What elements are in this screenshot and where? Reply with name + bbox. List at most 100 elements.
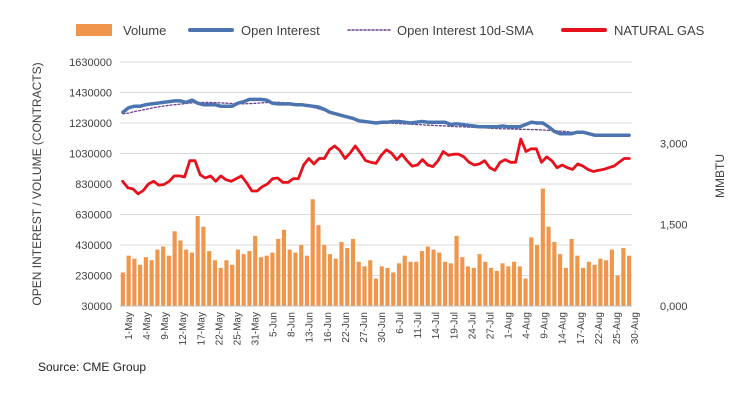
x-tick-label: 17-May [196, 312, 207, 345]
x-tick-label: 5-Jun [269, 312, 280, 337]
x-tick-label: 16-Jun [323, 312, 334, 343]
volume-bar [212, 260, 217, 306]
volume-bar [322, 245, 327, 306]
volume-bar [621, 248, 626, 306]
volume-bar [362, 266, 367, 306]
volume-bar [402, 255, 407, 306]
volume-bar [172, 231, 177, 306]
volume-bar [552, 241, 557, 306]
volume-bar [126, 255, 131, 306]
volume-bar [488, 267, 494, 306]
volume-bar [276, 238, 281, 306]
volume-bar [523, 278, 528, 306]
volume-bar [598, 258, 603, 306]
volume-bar [477, 254, 482, 306]
volume-bar [339, 241, 344, 306]
volume-bar [350, 238, 356, 306]
x-tick-label: 13-Jun [305, 312, 316, 343]
volume-bar [558, 254, 563, 306]
volume-bar [575, 255, 580, 306]
x-tick-label: 30-Aug [630, 312, 641, 344]
x-tick-label: 9-Aug [540, 312, 551, 339]
x-tick-label: 1-May [124, 312, 135, 340]
legend-label: Volume [123, 23, 166, 38]
volume-bar [627, 255, 632, 306]
volume-bar [460, 257, 465, 306]
volume-bar [506, 266, 511, 306]
x-tick-label: 30-Jun [377, 312, 388, 343]
volume-bar [546, 226, 551, 306]
legend-label: Open Interest [241, 23, 320, 38]
y-tick-label: 1430000 [69, 88, 112, 100]
volume-bar [425, 246, 430, 306]
x-tick-label: 1-Aug [504, 312, 515, 339]
volume-bar [241, 254, 246, 306]
x-tick-label: 14-Aug [558, 312, 569, 344]
volume-bar [178, 240, 183, 306]
volume-bar [155, 249, 160, 306]
volume-bar [138, 264, 143, 306]
y-tick-label: 30000 [81, 301, 112, 313]
volume-bar [201, 226, 206, 306]
legend-label: Open Interest 10d-SMA [397, 23, 534, 38]
volume-bar [368, 260, 373, 306]
volume-bar [166, 255, 171, 306]
volume-bar [224, 260, 229, 306]
open-interest-line [121, 97, 631, 137]
volume-bar [385, 267, 390, 306]
volume-bar [120, 272, 125, 306]
volume-bar [149, 260, 154, 306]
x-tick-label: 11-Jul [413, 312, 424, 339]
x-tick-label: 27-Jul [485, 312, 496, 339]
volume-bar [465, 266, 471, 306]
x-tick-label: 24-Jul [467, 312, 478, 339]
volume-bar [500, 263, 505, 306]
volume-bar [304, 255, 310, 306]
y2-tick-label: 0,000 [660, 301, 688, 313]
volume-bar [356, 261, 361, 306]
volume-bar [293, 252, 298, 306]
x-tick-label: 4-May [142, 312, 153, 340]
volume-bar [143, 257, 148, 306]
x-tick-label: 17-Aug [576, 312, 587, 344]
y-tick-label: 230000 [75, 271, 112, 283]
volume-bar [529, 237, 534, 306]
volume-bar [609, 249, 614, 306]
y2-tick-label: 3,000 [660, 138, 688, 150]
y-tick-label: 630000 [75, 210, 112, 222]
x-tick-label: 12-May [178, 312, 189, 345]
y-tick-label: 430000 [75, 240, 112, 252]
volume-bar [454, 235, 459, 306]
legend-label: NATURAL GAS [614, 23, 705, 38]
volume-bar [195, 216, 200, 306]
volume-bar [431, 249, 436, 306]
volume-bar [511, 261, 517, 306]
y-tick-label: 1230000 [69, 118, 112, 130]
x-tick-label: 25-Aug [612, 312, 623, 344]
volume-bar [373, 278, 379, 306]
volume-bar [327, 254, 333, 306]
volume-bar [281, 229, 287, 306]
volume-bar [569, 238, 574, 306]
y2-axis-title: MMBTU [713, 154, 727, 198]
volume-bar [396, 263, 402, 306]
volume-bar [535, 245, 540, 306]
volume-bar [310, 199, 315, 306]
volume-bar [230, 264, 235, 306]
x-tick-label: 27-Jun [359, 312, 370, 343]
volume-bar [270, 252, 275, 306]
volume-bar [615, 275, 620, 306]
volume-bar [586, 261, 591, 306]
volume-bar [391, 272, 396, 306]
volume-bar [132, 258, 137, 306]
volume-bar [189, 252, 194, 306]
volume-bar [207, 251, 212, 306]
volume-bar [264, 255, 269, 306]
natural-gas-line [121, 137, 631, 196]
x-tick-label: 22-May [214, 312, 225, 345]
volume-bar [258, 257, 264, 306]
volume-bar [299, 245, 304, 306]
legend-swatch [76, 24, 112, 36]
x-tick-label: 22-Aug [594, 312, 605, 344]
